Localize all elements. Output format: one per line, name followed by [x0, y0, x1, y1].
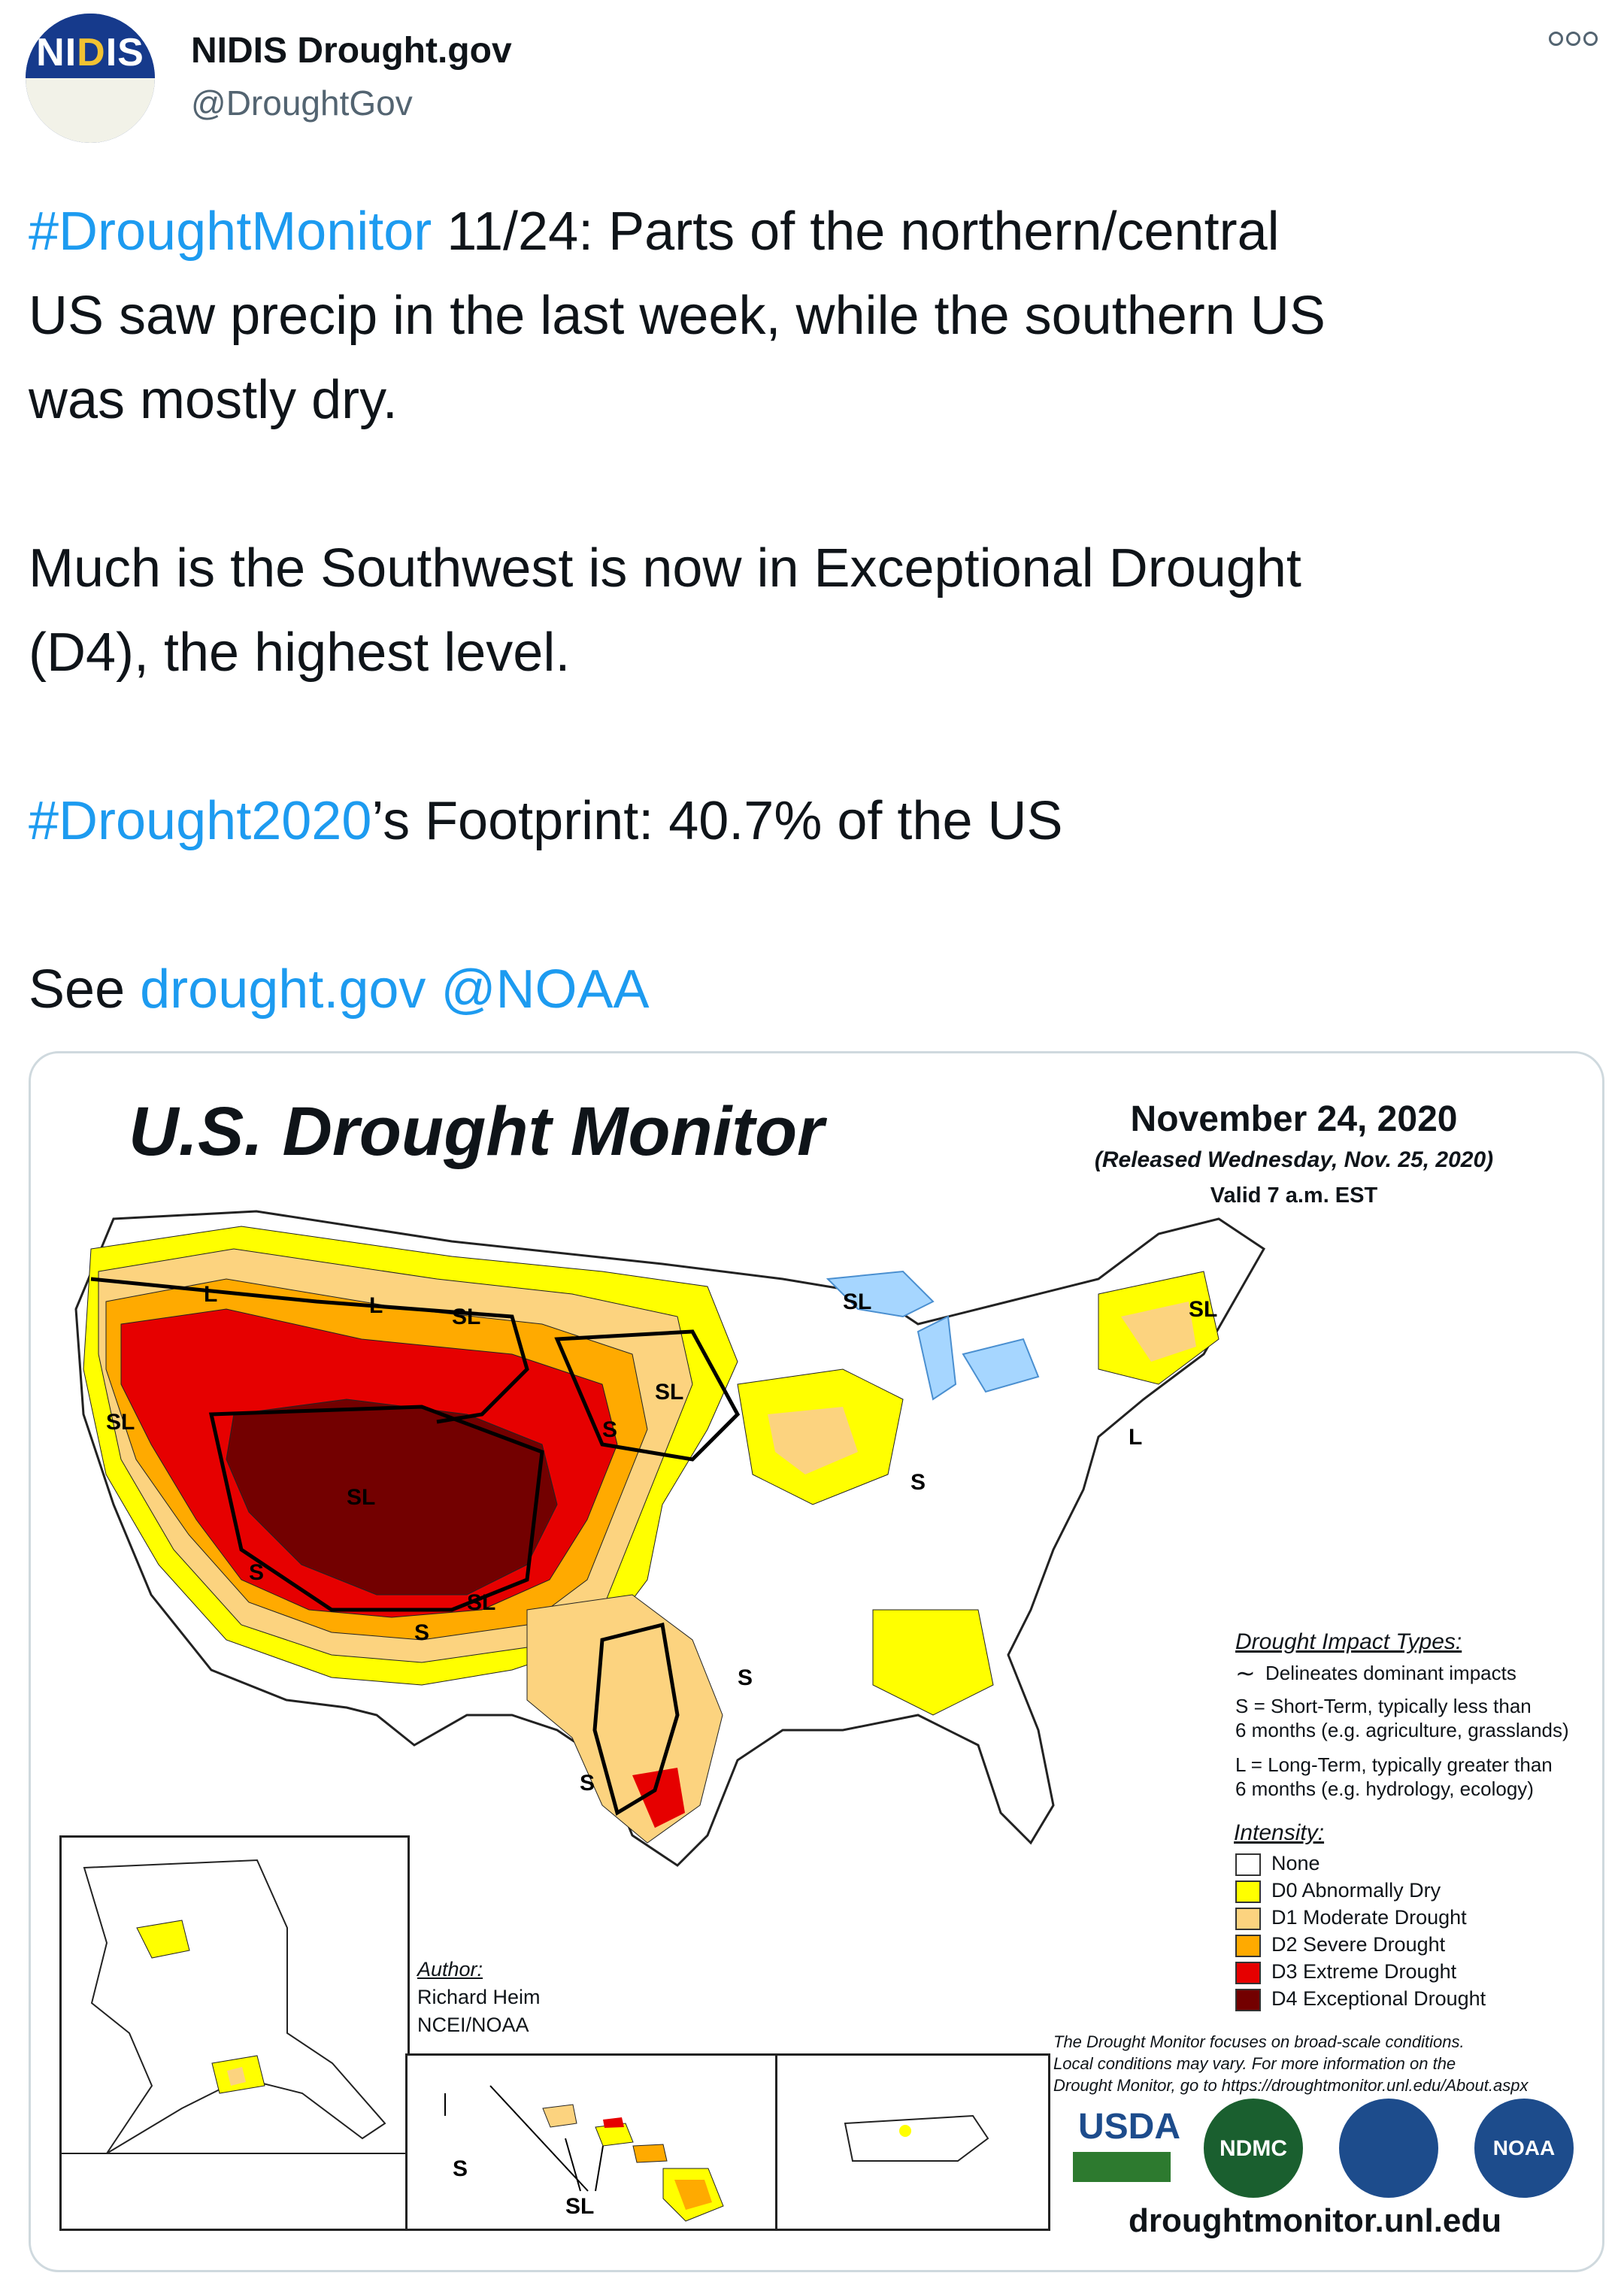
- avatar[interactable]: NIDIS: [26, 14, 155, 143]
- impact-label-s-stx: S: [580, 1771, 595, 1796]
- author-handle[interactable]: @DroughtGov: [191, 83, 413, 123]
- avatar-band: [26, 14, 155, 78]
- impact-label-sl-nm: SL: [467, 1590, 495, 1615]
- impact-label-s-az: S: [249, 1560, 264, 1585]
- map-date-block: November 24, 2020 (Released Wednesday, N…: [1068, 1099, 1519, 1208]
- intensity-label: D4 Exceptional Drought: [1271, 1987, 1486, 2010]
- impact-label-sl-ne: SL: [655, 1380, 683, 1405]
- intensity-swatch: [1235, 1935, 1261, 1957]
- usda-logo[interactable]: USDA: [1073, 2106, 1186, 2182]
- d1-region-northeast: [1121, 1302, 1196, 1362]
- impact-types-heading: Drought Impact Types:: [1235, 1629, 1462, 1654]
- d1-region-midwest: [768, 1407, 858, 1474]
- tweet-line-2: US saw precip in the last week, while th…: [29, 286, 1326, 346]
- tweet-line-3: was mostly dry.: [29, 370, 398, 430]
- impact-boundary-texas: [592, 1622, 680, 1816]
- impact-label-sl-mi: SL: [843, 1289, 871, 1314]
- more-options-icon[interactable]: [1549, 32, 1601, 54]
- tweet-line-5: (D4), the highest level.: [29, 623, 571, 683]
- impact-boundary-plains: [554, 1329, 741, 1462]
- ndmc-logo[interactable]: NDMC: [1204, 2099, 1303, 2198]
- hawaii-inset: S SL: [405, 2053, 793, 2231]
- d3-region-texas: [632, 1768, 685, 1828]
- avatar-logo-text: NIDIS: [36, 31, 144, 74]
- impact-boundary-southwest: [208, 1405, 544, 1612]
- tweet-line-1: #DroughtMonitor 11/24: Parts of the nort…: [29, 202, 1280, 262]
- intensity-swatch: [1235, 1962, 1261, 1984]
- impact-label-l-nw: L: [204, 1282, 217, 1307]
- intensity-label: D2 Severe Drought: [1271, 1933, 1446, 1956]
- impact-label-l-pa: L: [1129, 1425, 1142, 1450]
- intensity-label: None: [1271, 1852, 1320, 1874]
- us-drought-map: L L SL SL SL SL S SL SL S S L SL S S S: [74, 1210, 1265, 1867]
- tweet-line-6: #Drought2020’s Footprint: 40.7% of the U…: [29, 791, 1063, 851]
- d4-region-southwest: [226, 1399, 558, 1596]
- tweet-line-4: Much is the Southwest is now in Exceptio…: [29, 538, 1301, 599]
- impact-long-term-1: L = Long-Term, typically greater than: [1235, 1753, 1553, 1776]
- avatar-lower: [26, 78, 155, 143]
- disclaimer: The Drought Monitor focuses on broad-sca…: [1053, 2032, 1529, 2095]
- intensity-swatch: [1235, 1880, 1261, 1903]
- impact-label-sl-ut: SL: [347, 1485, 375, 1510]
- mention-noaa[interactable]: @NOAA: [441, 959, 650, 1020]
- puerto-rico-inset: [775, 2053, 1050, 2231]
- intensity-swatch: [1235, 1853, 1261, 1876]
- impact-line-icon: ∼: [1235, 1659, 1256, 1686]
- hawaii-map: S SL: [444, 2085, 724, 2222]
- author-block: Author: Richard Heim NCEI/NOAA: [417, 1956, 541, 2039]
- impact-label-sl-ca: SL: [106, 1410, 135, 1435]
- impact-label-s-hi: S: [453, 2156, 468, 2181]
- map-date: November 24, 2020: [1130, 1099, 1458, 1139]
- doc-seal-logo[interactable]: [1339, 2099, 1438, 2198]
- impact-label-s-nm: S: [414, 1620, 429, 1645]
- intensity-label: D3 Extreme Drought: [1271, 1960, 1457, 1983]
- impact-label-sl-mt: SL: [452, 1305, 480, 1329]
- author-org: NCEI/NOAA: [417, 2014, 529, 2036]
- intensity-swatch: [1235, 1989, 1261, 2011]
- tweet-line-7: See drought.gov @NOAA: [29, 959, 650, 1020]
- puerto-rico-map: [844, 2114, 989, 2162]
- map-valid-time: Valid 7 a.m. EST: [1210, 1183, 1378, 1208]
- d0-region-southeast: [872, 1609, 994, 1716]
- author-name-text: Richard Heim: [417, 1986, 541, 2008]
- impact-label-s-ne: S: [602, 1417, 617, 1442]
- great-lakes: [826, 1270, 1040, 1401]
- impact-boundary-west: [90, 1277, 529, 1424]
- drought-monitor-url[interactable]: droughtmonitor.unl.edu: [1129, 2202, 1502, 2239]
- intensity-swatch: [1235, 1908, 1261, 1930]
- impact-label-sl-me: SL: [1189, 1297, 1217, 1322]
- alaska-map: [62, 1859, 408, 2154]
- impact-label-s-il: S: [910, 1470, 926, 1495]
- alaska-inset: [59, 1835, 410, 2231]
- author-name[interactable]: NIDIS Drought.gov: [191, 31, 512, 71]
- noaa-logo[interactable]: NOAA: [1474, 2099, 1574, 2198]
- map-release-date: (Released Wednesday, Nov. 25, 2020): [1094, 1147, 1494, 1172]
- impact-short-term-1: S = Short-Term, typically less than: [1235, 1695, 1532, 1717]
- hashtag-drought2020[interactable]: #Drought2020: [29, 791, 372, 851]
- link-drought-gov[interactable]: drought.gov: [140, 959, 426, 1020]
- impact-long-term-2: 6 months (e.g. hydrology, ecology): [1235, 1777, 1534, 1800]
- map-title: U.S. Drought Monitor: [129, 1093, 824, 1170]
- impact-delineates-text: Delineates dominant impacts: [1265, 1662, 1516, 1684]
- intensity-label: D1 Moderate Drought: [1271, 1906, 1467, 1929]
- impact-label-s-tx: S: [738, 1665, 753, 1690]
- impact-label-sl-hi: SL: [565, 2194, 594, 2219]
- hashtag-droughtmonitor[interactable]: #DroughtMonitor: [29, 202, 432, 262]
- impact-label-l-mt: L: [369, 1293, 383, 1318]
- intensity-heading: Intensity:: [1234, 1820, 1325, 1845]
- drought-map-card[interactable]: U.S. Drought Monitor November 24, 2020 (…: [29, 1051, 1604, 2272]
- intensity-label: D0 Abnormally Dry: [1271, 1879, 1441, 1902]
- author-heading: Author:: [417, 1958, 483, 1980]
- impact-short-term-2: 6 months (e.g. agriculture, grasslands): [1235, 1719, 1569, 1741]
